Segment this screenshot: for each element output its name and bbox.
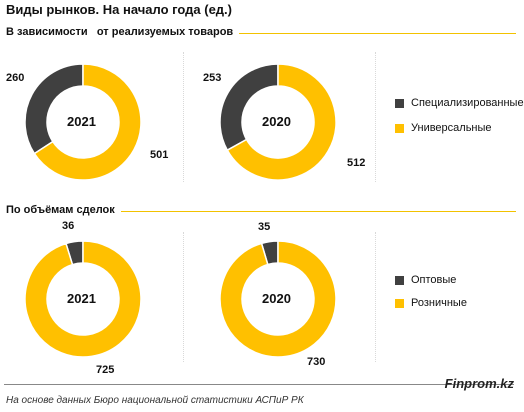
donut-segment (33, 63, 142, 181)
legend-swatch (395, 98, 404, 108)
legend-swatch (395, 298, 404, 308)
donut-center-label: 2020 (262, 114, 291, 129)
value-label: 36 (62, 220, 75, 232)
legend-item-wholesale: Оптовые (395, 274, 456, 286)
donut-center-label: 2021 (67, 291, 96, 306)
divider-bottom-left (183, 232, 184, 362)
brand-logo: Finprom.kz (444, 376, 514, 391)
legend-item-universal: Универсальные (395, 122, 492, 134)
divider-top-left (183, 52, 184, 182)
legend-label: Розничные (411, 297, 467, 309)
legend-swatch (395, 123, 404, 133)
legend-label: Универсальные (411, 122, 492, 134)
section-title-2: По объёмам сделок (6, 204, 121, 216)
value-label: 35 (258, 221, 271, 233)
legend-swatch (395, 275, 404, 285)
section-divider-2 (6, 211, 516, 212)
donut-segment (24, 63, 84, 155)
footer-divider (4, 384, 514, 385)
donut-center-label: 2020 (262, 291, 291, 306)
source-note: На основе данных Бюро национальной стати… (6, 395, 304, 406)
legend-label: Специализированные (411, 97, 524, 109)
donut-segment (219, 63, 279, 152)
value-label: 253 (203, 72, 222, 84)
divider-top-right (375, 52, 376, 182)
donut-segment (226, 63, 337, 181)
value-label: 501 (150, 149, 169, 161)
donut-center-label: 2021 (67, 114, 96, 129)
section-divider-1 (6, 33, 516, 34)
donut-segment (219, 240, 337, 358)
value-label: 730 (307, 356, 326, 368)
legend-item-retail: Розничные (395, 297, 467, 309)
value-label: 512 (347, 157, 366, 169)
section-title-1: В зависимости от реализуемых товаров (6, 26, 240, 38)
chart-title: Виды рынков. На начало года (ед.) (6, 2, 232, 17)
legend-label: Оптовые (411, 274, 457, 286)
divider-bottom-right (375, 232, 376, 362)
donut-segment (24, 240, 142, 358)
value-label: 725 (96, 364, 115, 376)
legend-item-specialized: Специализированные (395, 97, 524, 109)
value-label: 260 (6, 72, 25, 84)
